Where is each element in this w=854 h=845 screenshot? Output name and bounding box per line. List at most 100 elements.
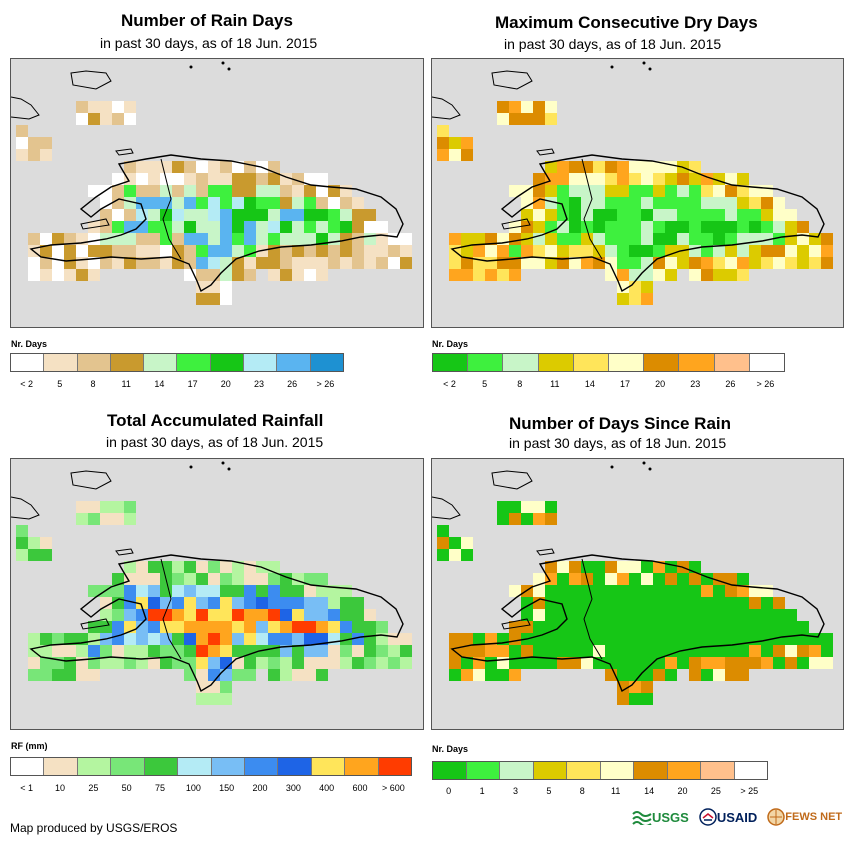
grid-cell	[292, 233, 304, 245]
legend-labels: < 2 5 8 11 14 17 20 23 26 > 26	[10, 379, 342, 391]
grid-cell	[665, 561, 677, 573]
grid-cell	[437, 549, 449, 561]
inagua-island	[70, 470, 112, 490]
panel-subtitle: in past 30 days, as of 18 Jun. 2015	[504, 36, 722, 52]
grid-cell	[340, 597, 352, 609]
grid-cell	[88, 233, 100, 245]
grid-cell	[617, 597, 629, 609]
grid-cell	[617, 221, 629, 233]
grid-cell	[473, 645, 485, 657]
grid-cell	[172, 245, 184, 257]
tortuga-island	[115, 148, 134, 156]
grid-cell	[497, 269, 509, 281]
grid-cell	[112, 173, 124, 185]
coastline	[450, 554, 825, 693]
grid-cell	[713, 257, 725, 269]
legend-label: 25	[710, 786, 721, 796]
grid-cell	[220, 693, 232, 705]
grid-cell	[581, 633, 593, 645]
grid-cell	[653, 161, 665, 173]
grid-cell	[569, 657, 581, 669]
grid-cell	[196, 281, 208, 293]
grid-cell	[437, 525, 449, 537]
grid-cell	[665, 209, 677, 221]
legend-bar	[432, 353, 785, 372]
grid-cell	[268, 233, 280, 245]
grid-cell	[64, 657, 76, 669]
grid-cell	[593, 173, 605, 185]
grid-cell	[593, 621, 605, 633]
grid-cell	[136, 573, 148, 585]
grid-cell	[785, 645, 797, 657]
legend-label: < 2	[20, 379, 33, 389]
grid-cell	[100, 645, 112, 657]
grid-cell	[196, 633, 208, 645]
grid-cell	[76, 245, 88, 257]
legend-swatch	[466, 762, 500, 779]
grid-cell	[545, 657, 557, 669]
grid-cell	[88, 101, 100, 113]
grid-cell	[665, 221, 677, 233]
grid-cell	[28, 669, 40, 681]
grid-cell	[797, 645, 809, 657]
grid-cell	[593, 609, 605, 621]
legend-label: 14	[644, 786, 655, 796]
grid-cell	[304, 597, 316, 609]
grid-cell	[653, 233, 665, 245]
grid-cell	[364, 257, 376, 269]
grid-cell	[665, 245, 677, 257]
grid-cell	[773, 209, 785, 221]
grid-cell	[617, 233, 629, 245]
grid-cell	[136, 645, 148, 657]
grid-cell	[328, 645, 340, 657]
grid-cell	[461, 669, 473, 681]
grid-cell	[100, 257, 112, 269]
grid-cell	[581, 221, 593, 233]
grid-cell	[809, 645, 821, 657]
grid-cell	[208, 185, 220, 197]
grid-cell	[76, 513, 88, 525]
grid-cell	[545, 513, 557, 525]
grid-cell	[316, 221, 328, 233]
grid-cell	[581, 197, 593, 209]
grid-cell	[677, 597, 689, 609]
grid-cell	[701, 257, 713, 269]
grid-cell	[689, 573, 701, 585]
grid-cell	[232, 561, 244, 573]
legend-label: 8	[517, 379, 523, 389]
grid-cell	[160, 257, 172, 269]
grid-cell	[437, 537, 449, 549]
legend-swatch	[644, 354, 680, 371]
grid-cell	[88, 185, 100, 197]
logos: USGS USAID FEWS NET	[632, 808, 852, 826]
grid-cell	[629, 693, 641, 705]
grid-cell	[352, 245, 364, 257]
grid-cell	[641, 609, 653, 621]
grid-cell	[821, 645, 833, 657]
grid-cell	[677, 233, 689, 245]
grid-cell	[677, 209, 689, 221]
grid-cell	[737, 633, 749, 645]
grid-cell	[208, 657, 220, 669]
grid-cell	[268, 633, 280, 645]
grid-cell	[268, 209, 280, 221]
grid-cell	[328, 233, 340, 245]
grid-cell	[605, 597, 617, 609]
grid-cell	[136, 161, 148, 173]
grid-cell	[593, 645, 605, 657]
grid-cell	[545, 101, 557, 113]
grid-cell	[280, 597, 292, 609]
grid-cell	[268, 161, 280, 173]
grid-cell	[208, 197, 220, 209]
grid-cell	[220, 669, 232, 681]
grid-cell	[629, 209, 641, 221]
grid-cell	[569, 257, 581, 269]
grid-cell	[557, 185, 569, 197]
grid-cell	[533, 245, 545, 257]
legend-swatch	[701, 762, 735, 779]
grid-cell	[725, 609, 737, 621]
grid-cell	[352, 597, 364, 609]
grid-cell	[521, 645, 533, 657]
grid-cell	[689, 269, 701, 281]
legend-swatch	[11, 758, 45, 775]
